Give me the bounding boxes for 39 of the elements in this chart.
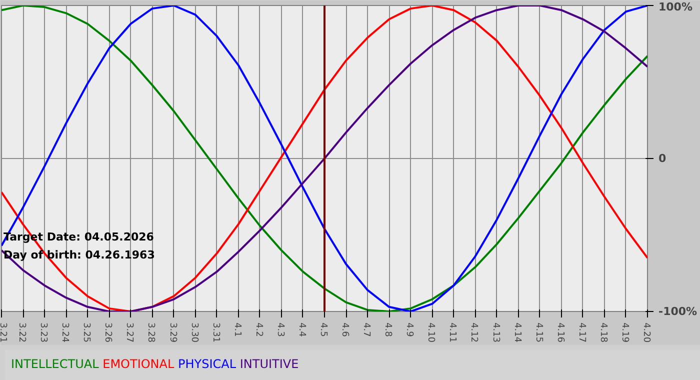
x-tick-label: 4.16 [554, 322, 565, 343]
x-tick-label: 3.23 [38, 322, 48, 343]
x-tick-label: 4.1 [232, 322, 242, 337]
text: EMOTIONAL [102, 357, 174, 371]
x-tick-label: 4.4 [296, 322, 306, 338]
x-tick-label: 4.9 [404, 322, 414, 338]
x-tick-label: 3.24 [60, 322, 70, 343]
x-tick-label: 4.15 [533, 322, 544, 343]
x-tick-label: 4.11 [447, 322, 458, 343]
x-tick-label: 4.6 [340, 322, 350, 338]
x-tick-label: 4.14 [512, 322, 522, 343]
x-tick-label: 3.28 [146, 322, 156, 343]
x-tick-label: 4.19 [619, 322, 630, 343]
x-tick-label: 4.17 [576, 322, 586, 343]
x-tick-label: 3.22 [16, 322, 27, 343]
text: PHYSICAL [178, 357, 236, 371]
y-tick-label: 100% [658, 0, 692, 14]
text: INTUITIVE [240, 357, 299, 371]
x-tick-label: 3.27 [124, 322, 134, 343]
x-tick-label: 4.2 [253, 322, 264, 337]
x-tick-label: 3.31 [210, 322, 220, 343]
text: INTELLECTUAL [11, 357, 99, 371]
x-tick-label: 4.10 [426, 322, 436, 343]
x-tick-label: 4.20 [641, 322, 651, 343]
x-tick-label: 3.29 [167, 322, 178, 343]
x-tick-label: 4.3 [274, 322, 285, 337]
x-tick-label: 4.12 [468, 322, 479, 343]
y-tick-label: 0 [658, 152, 666, 165]
x-tick-label: 4.7 [361, 322, 372, 337]
x-tick-label: 4.13 [490, 322, 500, 343]
line-series [2, 6, 648, 312]
x-tick-label: 3.25 [81, 322, 92, 343]
x-tick-label: 3.26 [102, 322, 113, 343]
x-tick-label: 3.30 [188, 322, 199, 343]
x-tick-label: 3.21 [0, 322, 8, 343]
x-tick-label: 4.18 [598, 322, 608, 343]
y-tick-label: -100% [658, 305, 698, 318]
x-tick-label: 4.5 [318, 322, 328, 337]
x-tick-label: 4.8 [382, 322, 393, 338]
